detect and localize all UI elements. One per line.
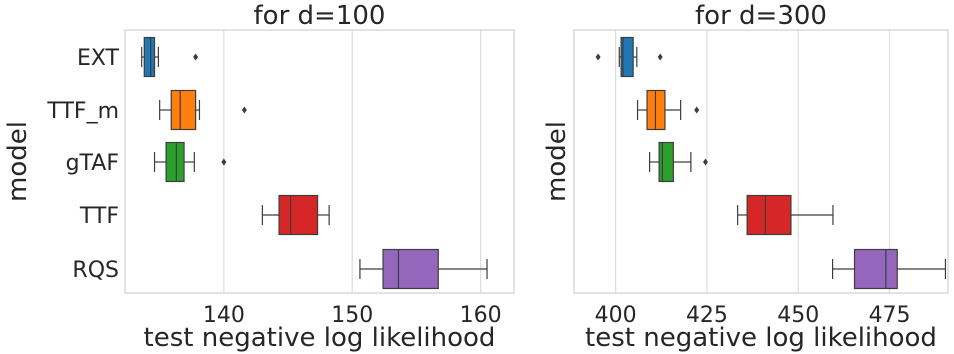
y-tick-label: TTF_m	[46, 99, 119, 124]
box-ext	[595, 36, 663, 78]
iqr-box	[278, 194, 319, 236]
outlier-marker	[702, 158, 708, 166]
iqr-box	[170, 89, 197, 131]
panel-1: 140 150 160 EXT TTF_m gTAF TTF RQS for d=100 test…	[3, 1, 515, 353]
x-tick-label: 475	[869, 303, 911, 328]
chart-title: for d=100	[254, 1, 386, 31]
y-axis-label: model	[3, 121, 33, 202]
x-tick-label: 400	[595, 303, 637, 328]
box-gtaf	[649, 141, 708, 183]
x-tick-label: 140	[203, 303, 245, 328]
iqr-box	[746, 194, 792, 236]
outlier-marker	[657, 53, 663, 61]
y-tick-label: RQS	[72, 258, 119, 283]
x-axis-label: test negative log likelihood	[585, 323, 937, 353]
x-tick-label: 160	[460, 303, 502, 328]
outlier-marker	[694, 106, 700, 114]
plot-frame	[573, 29, 949, 294]
box-ext	[141, 36, 199, 78]
iqr-box	[620, 36, 634, 78]
outlier-marker	[595, 53, 601, 61]
x-tick-label: 150	[331, 303, 373, 328]
iqr-box	[853, 248, 898, 290]
iqr-box	[143, 36, 156, 78]
box-gtaf	[153, 141, 227, 183]
x-tick-label: 450	[777, 303, 819, 328]
y-tick-label: gTAF	[66, 151, 119, 176]
plot-frame	[124, 29, 515, 294]
box-ttf-m	[636, 89, 700, 131]
box-rqs	[831, 248, 947, 290]
outlier-marker	[241, 106, 247, 114]
y-axis-label: model	[542, 121, 572, 202]
box-rqs	[359, 248, 488, 290]
y-tick-label: TTF	[79, 204, 119, 229]
x-tick-label: 425	[686, 303, 728, 328]
box-ttf-m	[159, 89, 247, 131]
iqr-box	[165, 141, 185, 183]
y-tick-label: EXT	[77, 46, 120, 71]
iqr-box	[382, 248, 439, 290]
x-axis-label: test negative log likelihood	[144, 323, 496, 353]
outlier-marker	[193, 53, 199, 61]
outlier-marker	[221, 158, 227, 166]
iqr-box	[658, 141, 674, 183]
box-ttf	[261, 194, 330, 236]
panel-2: 400 425 450 475 for d=300 test negative log l…	[542, 1, 949, 353]
box-ttf	[737, 194, 834, 236]
chart-title: for d=300	[695, 1, 827, 31]
